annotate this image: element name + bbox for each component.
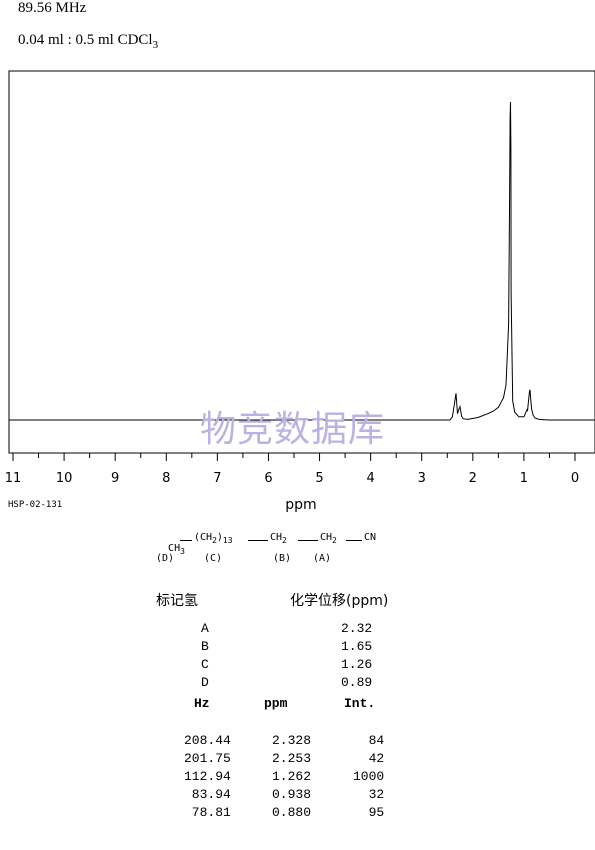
- peak-table-header-int: Int.: [344, 696, 376, 711]
- x-axis-label: ppm: [285, 497, 316, 513]
- group-d: CH3: [168, 543, 185, 556]
- peak-intensity: 32: [353, 787, 385, 802]
- x-tick-label: 8: [162, 471, 170, 486]
- x-axis-ticks: [12, 453, 576, 461]
- group-a: CH2: [320, 532, 337, 545]
- peak-ppm: 0.880: [272, 805, 312, 820]
- peak-hz: 83.94: [184, 787, 231, 802]
- bond-1: [180, 540, 192, 541]
- peak-ppm: 1.262: [272, 769, 312, 784]
- assignment-col-shift-header: 化学位移(ppm): [290, 593, 389, 609]
- peak-intensity: 1000: [353, 769, 385, 784]
- assignment-label: D: [201, 675, 209, 690]
- group-c: (CH2)13: [194, 532, 233, 545]
- group-b: CH2: [270, 532, 287, 545]
- spectrum-line: [9, 101, 595, 421]
- label-b: (B): [273, 553, 292, 564]
- assignment-shift: 0.89: [341, 675, 373, 690]
- x-tick-label: 4: [366, 471, 374, 486]
- assignment-label: B: [201, 639, 209, 654]
- solvent-text: 0.04 ml : 0.5 ml CDCl: [18, 32, 153, 48]
- label-a: (A): [313, 553, 332, 564]
- assignment-label: C: [201, 657, 209, 672]
- peak-intensity: 95: [353, 805, 385, 820]
- x-tick-label: 5: [315, 471, 323, 486]
- x-tick-label: 2: [469, 471, 477, 486]
- bond-2: [248, 540, 268, 541]
- nmr-spectrum-chart: 11 10 9 8 7 6 5 4 3 2 1 0 ppm: [5, 70, 595, 513]
- peak-hz: 201.75: [184, 751, 231, 766]
- x-tick-label: 0: [571, 471, 579, 486]
- peak-intensity: 84: [353, 733, 385, 748]
- bond-3: [298, 540, 318, 541]
- peak-ppm: 2.253: [272, 751, 312, 766]
- label-c: (C): [204, 553, 223, 564]
- assignment-shift: 1.26: [341, 657, 373, 672]
- peak-table-header-ppm: ppm: [264, 696, 288, 711]
- spectrometer-frequency: 89.56 MHz: [18, 0, 87, 16]
- assignment-label: A: [201, 621, 209, 636]
- peak-ppm: 2.328: [272, 733, 312, 748]
- watermark: 物竞数据库: [200, 409, 386, 450]
- assignment-shift: 2.32: [341, 621, 373, 636]
- structure-formula: CH3: [156, 532, 185, 556]
- peak-table-header-hz: Hz: [194, 696, 210, 711]
- assignment-col-label-header: 标记氢: [156, 593, 198, 609]
- sample-code: HSP-02-131: [8, 500, 63, 510]
- x-tick-label: 1: [520, 471, 528, 486]
- plot-frame: [8, 70, 595, 454]
- x-tick-label: 11: [5, 471, 22, 486]
- nitrile-group: CN: [364, 532, 377, 543]
- x-tick-label: 9: [111, 471, 119, 486]
- x-axis-tick-labels: 11 10 9 8 7 6 5 4 3 2 1 0: [5, 471, 579, 486]
- solvent-info: 0.04 ml : 0.5 ml CDCl3: [18, 32, 158, 51]
- peak-hz: 208.44: [184, 733, 231, 748]
- x-tick-label: 7: [213, 471, 221, 486]
- assignment-shift: 1.65: [341, 639, 373, 654]
- peak-intensity: 42: [353, 751, 385, 766]
- peak-hz: 112.94: [184, 769, 231, 784]
- label-d: (D): [156, 553, 175, 564]
- bond-4: [346, 540, 362, 541]
- x-tick-label: 10: [56, 471, 73, 486]
- solvent-subscript: 3: [152, 39, 159, 51]
- x-tick-label: 6: [264, 471, 272, 486]
- peak-ppm: 0.938: [272, 787, 312, 802]
- x-tick-label: 3: [418, 471, 426, 486]
- peak-hz: 78.81: [184, 805, 231, 820]
